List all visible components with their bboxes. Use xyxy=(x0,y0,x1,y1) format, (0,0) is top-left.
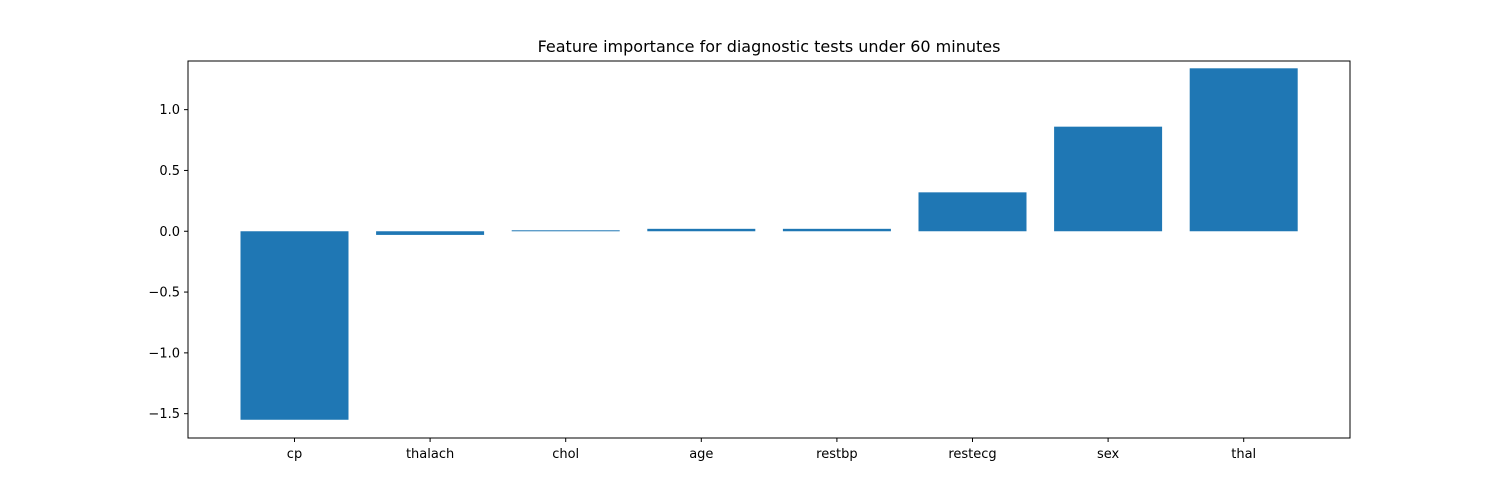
bar-restbp xyxy=(782,228,891,232)
x-tick-label: thalach xyxy=(406,447,454,462)
bar-thal xyxy=(1189,68,1298,232)
y-tick-label: 1.0 xyxy=(159,103,180,118)
x-tick-label: sex xyxy=(1097,447,1120,462)
chart-title: Feature importance for diagnostic tests … xyxy=(538,37,1001,56)
bar-restecg xyxy=(918,192,1027,232)
bar-age xyxy=(647,228,756,232)
y-axis-ticks: 1.0 0.5 0.0 −0.5 −1.0 −1.5 xyxy=(148,103,188,422)
x-tick-label: cp xyxy=(287,447,302,462)
y-tick-label: −1.5 xyxy=(148,407,180,422)
x-tick-label: chol xyxy=(552,447,579,462)
x-tick-label: restbp xyxy=(816,447,857,462)
y-tick-label: −1.0 xyxy=(148,346,180,361)
x-tick-label: restecg xyxy=(948,447,996,462)
bar-chol xyxy=(511,230,620,232)
bars-group xyxy=(240,68,1298,420)
bar-cp xyxy=(240,231,349,420)
bar-thalach xyxy=(376,231,485,235)
x-axis-ticks: cp thalach chol age restbp restecg sex thal xyxy=(287,438,1256,462)
bar-sex xyxy=(1054,126,1163,232)
y-tick-label: −0.5 xyxy=(148,286,180,301)
y-tick-label: 0.0 xyxy=(159,225,180,240)
plot-frame xyxy=(187,60,1351,439)
x-tick-label: thal xyxy=(1231,447,1256,462)
y-tick-label: 0.5 xyxy=(159,164,180,179)
x-tick-label: age xyxy=(689,447,713,462)
